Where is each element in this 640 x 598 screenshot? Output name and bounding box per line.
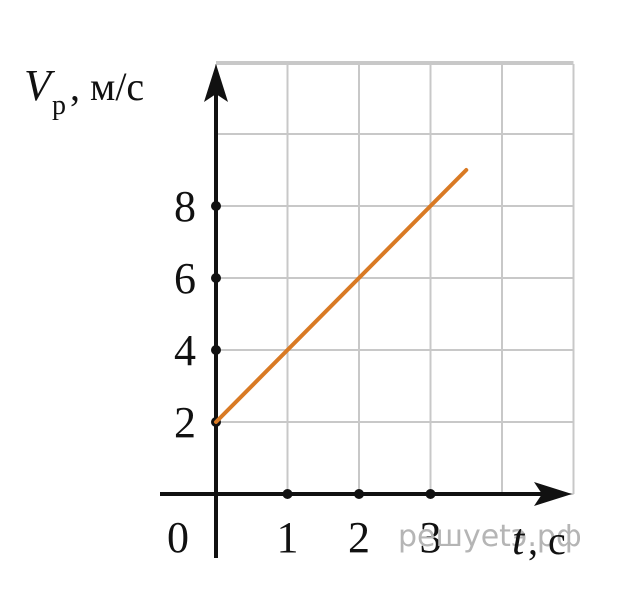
y-axis-unit: , м/с: [70, 64, 144, 109]
y-tick-dot: [211, 201, 221, 211]
y-axis-subscript: р: [52, 90, 66, 121]
origin-label: 0: [167, 513, 189, 562]
grid: [215, 61, 575, 495]
y-tick-dot: [211, 345, 221, 355]
x-tick-dot: [425, 489, 436, 499]
x-tick-label: 1: [277, 513, 299, 562]
series: [214, 168, 469, 424]
x-tick-dot: [282, 489, 293, 499]
y-tick-label: 8: [174, 182, 196, 231]
x-axis-symbol: t: [512, 515, 526, 564]
x-tick-label: 2: [348, 513, 370, 562]
x-tick-dot: [354, 489, 364, 499]
y-axis-label: V р , м/с: [24, 61, 144, 121]
y-axis-arrow: [204, 64, 228, 102]
x-tick-label: 3: [420, 513, 442, 562]
watermark: решуеtэ.рф: [398, 519, 582, 554]
y-axis-symbol: V: [24, 61, 56, 110]
series-line: [214, 168, 469, 424]
y-tick-dot: [211, 273, 221, 283]
x-axis-unit: , с: [528, 518, 566, 563]
y-tick-label: 2: [174, 398, 196, 447]
y-tick-label: 4: [174, 326, 196, 375]
x-axis-arrow: [534, 482, 572, 506]
axes: [160, 64, 572, 558]
x-axis-label: t , с: [512, 515, 566, 564]
y-tick-label: 6: [174, 254, 196, 303]
